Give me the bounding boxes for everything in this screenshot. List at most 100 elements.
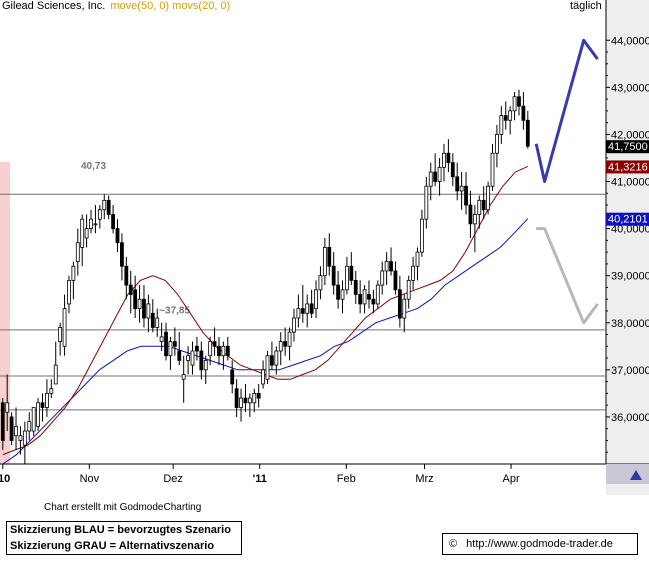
candle-body	[490, 152, 495, 187]
candle-body	[517, 96, 521, 107]
candle-body	[22, 430, 27, 446]
candle-body	[40, 402, 45, 408]
candle	[490, 143, 495, 191]
candle	[450, 153, 455, 187]
candle	[111, 205, 115, 234]
candle	[309, 289, 314, 319]
candle-body	[45, 392, 49, 408]
candle-body	[252, 392, 257, 404]
candle-body	[402, 298, 407, 319]
candle-body	[331, 265, 336, 286]
candle	[481, 186, 486, 220]
candle	[331, 252, 336, 295]
candle-body	[411, 265, 415, 281]
candle	[261, 360, 265, 389]
candle-body	[190, 350, 195, 366]
candle	[406, 275, 411, 309]
corner-arrow-icon	[630, 470, 642, 480]
y-tick-label: 40,0000	[611, 224, 649, 236]
candle	[27, 412, 32, 441]
candle	[300, 285, 305, 323]
candle-body	[217, 345, 221, 357]
x-tick-label: '10	[0, 473, 10, 485]
candle	[380, 261, 385, 295]
candle	[49, 379, 54, 399]
candle-body	[115, 228, 120, 244]
candle	[420, 209, 424, 257]
candle-body	[93, 223, 98, 226]
y-tick-label: 38,0000	[611, 318, 649, 330]
candle-body	[450, 162, 455, 178]
candle	[247, 393, 252, 417]
candle	[120, 233, 124, 281]
candle-body	[309, 303, 314, 314]
candle-body	[89, 218, 93, 229]
candle	[36, 398, 40, 432]
candle-body	[287, 331, 292, 347]
candle	[397, 275, 402, 328]
candle	[455, 162, 460, 201]
candle	[428, 162, 433, 201]
price-label: 41,7500	[608, 141, 648, 153]
candle	[239, 388, 243, 422]
chart-credit: Chart erstellt mit GodmodeCharting	[44, 502, 202, 513]
candle-body	[525, 119, 530, 147]
x-tick-label: '11	[253, 473, 267, 485]
candle	[477, 195, 482, 229]
candle-body	[424, 185, 429, 220]
candle	[155, 308, 160, 337]
candle	[106, 195, 111, 220]
price-label-box	[606, 160, 649, 174]
candle	[367, 280, 371, 309]
candle-body	[256, 392, 261, 399]
candle	[437, 157, 442, 196]
candle-body	[389, 261, 393, 272]
candle-body	[128, 284, 133, 295]
candle	[115, 219, 120, 253]
candle	[199, 341, 204, 380]
candle	[168, 336, 173, 370]
candle	[393, 261, 398, 295]
candle-body	[455, 176, 460, 192]
candle	[459, 172, 464, 210]
candle	[375, 280, 380, 309]
candle-body	[428, 171, 433, 187]
candle-body	[234, 388, 239, 408]
candle	[402, 294, 407, 333]
website-url[interactable]: http://www.godmode-trader.de	[466, 538, 613, 550]
candle	[442, 143, 446, 182]
level-annotation: ~37,85	[159, 305, 190, 316]
candle-body	[208, 341, 213, 357]
blue-scenario-path	[534, 38, 599, 183]
candle-body	[124, 265, 129, 286]
price-label: 41,3216	[608, 161, 648, 173]
candle-body	[274, 350, 279, 366]
candle-body	[53, 364, 58, 385]
candle-body	[239, 397, 243, 408]
candle-body	[146, 303, 151, 319]
candle-body	[0, 402, 5, 441]
candle-body	[318, 275, 323, 291]
candle-body	[9, 416, 14, 441]
candle	[186, 346, 190, 375]
candle	[508, 106, 513, 135]
candle-body	[97, 209, 102, 220]
candle	[150, 299, 155, 333]
candle-body	[49, 388, 54, 394]
y-tick-label: 36,0000	[611, 412, 649, 424]
candle	[128, 270, 133, 314]
candle	[62, 294, 67, 356]
candle	[296, 294, 301, 328]
candle	[212, 327, 217, 356]
candle-body	[420, 218, 424, 253]
sma20-line	[2, 165, 529, 456]
candle	[142, 285, 146, 328]
scenario-legend: Skizzierung BLAU = bevorzugtes Szenario …	[6, 521, 242, 555]
candle-body	[177, 350, 182, 361]
candle	[358, 280, 363, 314]
website-box[interactable]: © http://www.godmode-trader.de	[442, 533, 638, 555]
y-tick-label: 41,0000	[611, 177, 649, 189]
y-tick-label: 42,0000	[611, 129, 649, 141]
candle	[31, 407, 36, 436]
candle-body	[243, 397, 248, 404]
